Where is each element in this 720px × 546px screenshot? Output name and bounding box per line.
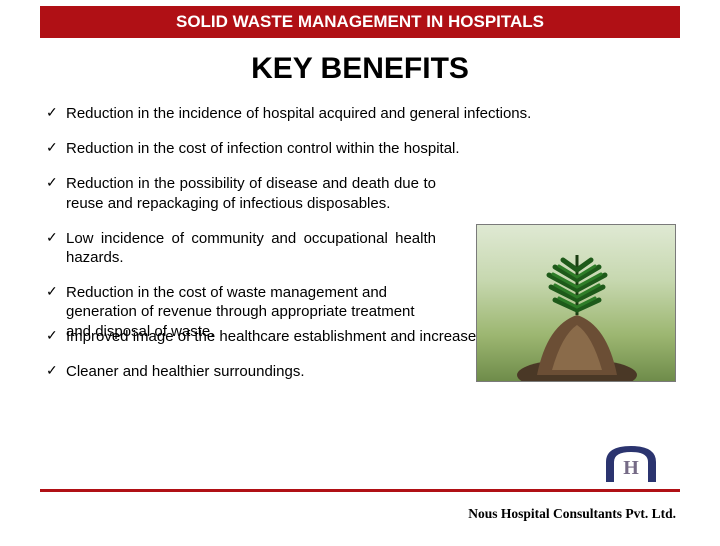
check-icon: ✓ — [46, 229, 66, 246]
check-icon: ✓ — [46, 362, 66, 379]
footer-company: Nous Hospital Consultants Pvt. Ltd. — [468, 506, 676, 522]
bullet-text: Reduction in the possibility of disease … — [66, 174, 436, 212]
check-icon: ✓ — [46, 283, 66, 300]
header-title: SOLID WASTE MANAGEMENT IN HOSPITALS — [176, 12, 544, 31]
plant-image — [476, 224, 676, 382]
page-title: KEY BENEFITS — [0, 52, 720, 86]
bullet-item: ✓Reduction in the incidence of hospital … — [46, 104, 674, 123]
svg-text:H: H — [623, 457, 639, 479]
header-bar: SOLID WASTE MANAGEMENT IN HOSPITALS — [40, 6, 680, 38]
bullet-text: Reduction in the incidence of hospital a… — [66, 104, 674, 123]
bullet-text: Low incidence of community and occupatio… — [66, 229, 436, 267]
bullet-item: ✓Reduction in the possibility of disease… — [46, 174, 674, 212]
company-logo: H — [602, 442, 660, 484]
check-icon: ✓ — [46, 139, 66, 156]
check-icon: ✓ — [46, 104, 66, 121]
footer-divider — [40, 489, 680, 492]
bullet-text: Reduction in the cost of infection contr… — [66, 139, 674, 158]
check-icon: ✓ — [46, 327, 66, 344]
check-icon: ✓ — [46, 174, 66, 191]
bullet-item: ✓Reduction in the cost of infection cont… — [46, 139, 674, 158]
